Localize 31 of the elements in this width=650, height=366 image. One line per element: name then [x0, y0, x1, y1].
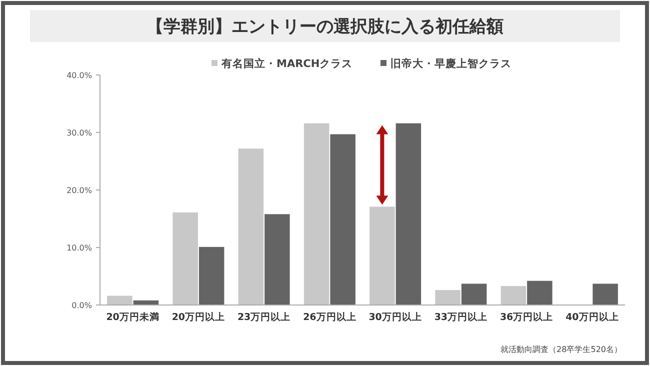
bar	[592, 284, 618, 305]
x-tick-label: 30万円以上	[368, 311, 422, 323]
bar	[330, 134, 356, 305]
bar	[172, 212, 198, 305]
bar	[107, 296, 132, 305]
x-tick-label: 36万円以上	[500, 311, 554, 323]
bar	[527, 280, 552, 305]
x-tick-label: 23万円以上	[237, 311, 291, 323]
bar	[198, 246, 224, 305]
bar	[304, 123, 330, 305]
text: 就活動向調査（28卒学生520名）	[500, 345, 622, 354]
bar	[500, 286, 526, 305]
bar	[264, 214, 290, 305]
x-tick-label: 33万円以上	[434, 311, 488, 323]
x-tick-label: 26万円以上	[303, 311, 356, 323]
legend-label: 有名国立・MARCHクラス	[220, 57, 353, 70]
bar	[435, 290, 460, 305]
bar	[461, 284, 487, 305]
bar	[396, 123, 422, 305]
x-tick-label: 20万円未満	[106, 311, 160, 323]
chart-title: 【学群別】エントリーの選択肢に入る初任給額	[146, 17, 504, 37]
x-tick-label: 40万円以上	[566, 311, 619, 323]
legend-label: 旧帝大・早慶上智クラス	[390, 57, 512, 70]
y-tick-label: 0.0%	[72, 300, 92, 310]
x-tick-label: 20万円以上	[172, 311, 226, 323]
y-tick-label: 30.0%	[66, 128, 92, 138]
bar	[238, 148, 264, 305]
y-tick-label: 20.0%	[66, 186, 92, 195]
y-tick-label: 10.0%	[66, 243, 92, 252]
bar	[370, 206, 395, 305]
y-tick-label: 40.0%	[66, 70, 92, 80]
